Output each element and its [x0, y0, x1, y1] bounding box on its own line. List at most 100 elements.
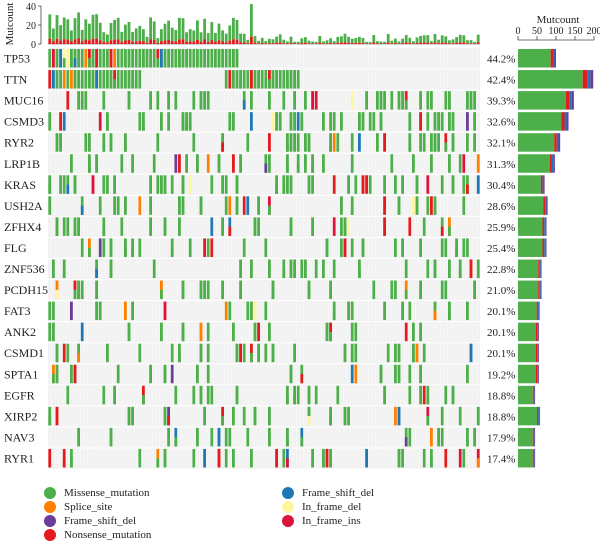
top-bar-segment	[221, 30, 224, 42]
mutation-cell	[440, 175, 444, 194]
mutation-cell	[462, 238, 466, 257]
oncoplot-figure: TP53 44.2% TTN 42.4% MUC16 39.3% CSMD3 32.6% RYR…	[4, 2, 600, 470]
mutation-cell	[440, 112, 444, 131]
mutation-cell	[203, 448, 207, 468]
mutation-cell-part	[123, 142, 127, 152]
mutation-cell	[185, 49, 189, 68]
top-bar-segment	[185, 32, 188, 42]
gene-count-bar-segment	[540, 175, 543, 194]
top-bar-segment	[336, 42, 340, 44]
top-bar-segment	[275, 42, 278, 44]
mutation-cell	[199, 49, 203, 68]
mutation-cell-part	[300, 374, 304, 384]
mutation-cell	[77, 49, 81, 68]
mutation-cell	[386, 343, 390, 363]
mutation-cell-part	[156, 458, 160, 468]
mutation-cell	[62, 70, 66, 89]
legend-swatch-frameshift-purple	[44, 515, 56, 527]
top-bar-segment	[138, 40, 142, 44]
gene-count-bar-segment	[538, 343, 539, 363]
gene-label: LRP1B	[4, 157, 40, 171]
top-bar-segment	[62, 39, 66, 44]
mutation-cell	[383, 175, 387, 194]
top-bar-segment	[293, 41, 296, 44]
mutation-cell	[66, 49, 70, 68]
mutation-cell	[210, 385, 214, 405]
mutation-cell	[404, 259, 408, 278]
gene-row-spta1	[51, 364, 469, 384]
mutation-cell	[242, 238, 246, 257]
mutation-cell	[235, 49, 239, 68]
top-bar-segment	[354, 42, 358, 44]
top-bar-segment	[264, 41, 268, 44]
gene-count-bar-segment	[539, 406, 541, 426]
top-bar-segment	[73, 18, 77, 40]
top-bar-segment	[160, 29, 163, 42]
mutation-cell	[98, 49, 102, 68]
mutation-cell	[235, 175, 239, 194]
gene-row-lrp1b	[69, 154, 480, 173]
mutation-cell	[383, 301, 387, 321]
mutation-cell	[451, 112, 455, 131]
top-bar-segment	[390, 43, 394, 44]
top-bar-segment	[196, 39, 199, 44]
mutation-cell	[91, 70, 95, 89]
top-bar-segment	[138, 25, 142, 41]
gene-count-bar-segment	[543, 196, 546, 215]
mutation-cell	[401, 301, 405, 321]
mutation-cell	[473, 133, 477, 152]
gene-row-csmd3	[48, 112, 477, 131]
mutation-cell	[224, 427, 228, 447]
mutation-cell-part	[177, 352, 181, 363]
mutation-cell	[476, 406, 480, 426]
mutation-cell	[321, 259, 325, 278]
mutation-cell	[411, 196, 415, 215]
mutation-cell-part	[321, 458, 325, 468]
legend-swatch-missense	[44, 487, 56, 499]
mutation-cell	[437, 112, 441, 131]
mutation-cell	[51, 49, 55, 68]
mutation-cell	[181, 49, 185, 68]
mutation-cell	[426, 91, 430, 110]
top-bar-segment	[206, 42, 210, 44]
mutation-cell	[181, 112, 185, 131]
gene-count-bar-segment	[532, 385, 534, 405]
gene-label: MUC16	[4, 94, 43, 108]
mutation-cell	[444, 385, 448, 405]
mutation-cell	[149, 175, 153, 194]
mutation-cell	[206, 322, 210, 342]
mutation-cell	[192, 91, 196, 110]
mutation-cell	[66, 70, 70, 89]
mutation-cell	[296, 133, 300, 152]
top-bar-segment	[174, 29, 178, 42]
mutation-cell	[321, 154, 325, 173]
mutation-cell	[145, 49, 149, 68]
mutation-cell	[163, 217, 167, 236]
top-bar-segment	[390, 40, 394, 44]
mutation-cell	[203, 238, 207, 257]
top-bar-segment	[260, 42, 264, 44]
mutation-cell	[469, 259, 473, 278]
mutation-cell	[303, 133, 307, 152]
mutation-cell-part	[307, 142, 311, 152]
mutation-cell	[98, 238, 102, 257]
top-bar-segment	[98, 22, 102, 41]
mutation-cell	[368, 175, 372, 194]
mutation-cell	[447, 112, 451, 131]
top-bar-segment	[433, 42, 437, 44]
mutation-cell	[422, 217, 426, 236]
mutation-cell	[476, 175, 480, 194]
right-axis-title: Mutcount	[537, 14, 580, 26]
mutation-cell	[138, 112, 142, 131]
top-bar-segment	[188, 41, 192, 44]
top-bar-segment	[217, 40, 221, 44]
gene-count-bar-segment	[587, 70, 591, 89]
legend-label: Frame_shift_del	[64, 515, 137, 527]
top-bar-segment	[120, 41, 124, 44]
gene-count-bar-segment	[534, 385, 536, 405]
gene-label: USH2A	[4, 199, 43, 213]
gene-row-kras	[48, 175, 480, 194]
mutation-cell	[116, 49, 120, 68]
top-axis-tick-label: 20	[26, 21, 36, 32]
mutation-cell	[174, 385, 178, 405]
